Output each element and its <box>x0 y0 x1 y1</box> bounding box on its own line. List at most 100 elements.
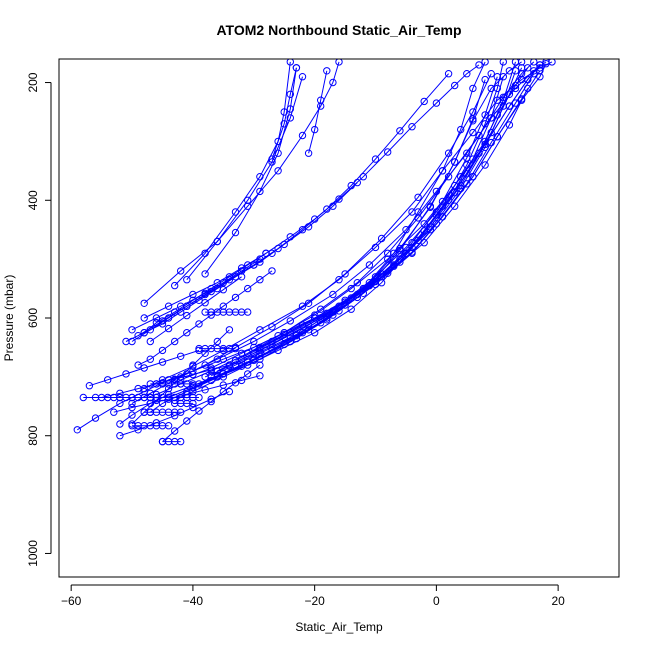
data-point <box>250 337 258 346</box>
data-point <box>207 397 215 406</box>
series-line <box>162 364 261 442</box>
data-point <box>231 356 240 365</box>
data-point <box>195 320 203 328</box>
series-line <box>229 70 516 366</box>
data-point <box>408 248 416 256</box>
data-point <box>189 380 197 388</box>
x-tick-label: 20 <box>551 594 565 608</box>
data-point <box>244 370 252 378</box>
data-point <box>195 393 203 402</box>
data-point <box>396 127 404 135</box>
data-point <box>183 329 191 337</box>
data-point <box>164 302 173 310</box>
chart-title: ATOM2 Northbound Static_Air_Temp <box>216 22 461 38</box>
data-point <box>530 59 538 66</box>
data-point <box>384 269 392 277</box>
data-point <box>414 236 422 245</box>
data-point <box>286 317 294 325</box>
data-point <box>140 299 148 307</box>
y-tick-label: 1000 <box>26 540 40 567</box>
data-point <box>365 261 374 269</box>
data-point <box>171 281 179 290</box>
series-line <box>131 73 492 404</box>
data-point <box>311 125 319 134</box>
data-point <box>329 290 337 299</box>
data-point <box>420 239 428 247</box>
data-point <box>231 293 240 302</box>
data-point <box>505 102 514 110</box>
data-point <box>171 337 179 346</box>
data-point <box>432 187 441 196</box>
data-point <box>225 276 234 284</box>
series-line <box>143 61 340 304</box>
data-point <box>268 337 276 346</box>
data-point <box>274 244 282 253</box>
data-point <box>524 84 532 93</box>
data-point <box>298 321 307 329</box>
x-tick-label: −20 <box>304 594 325 608</box>
data-point <box>274 167 282 175</box>
data-point <box>152 314 161 322</box>
data-point <box>426 203 434 212</box>
data-point <box>469 84 477 93</box>
data-point <box>347 294 355 302</box>
data-point <box>268 267 276 275</box>
data-point <box>104 376 112 384</box>
data-point <box>341 270 349 278</box>
data-point <box>402 226 410 234</box>
data-point <box>256 372 264 380</box>
data-point <box>244 308 252 316</box>
data-point <box>231 379 240 387</box>
data-point <box>298 73 307 81</box>
data-point <box>371 277 380 286</box>
data-point <box>481 59 489 66</box>
data-point <box>134 426 142 434</box>
data-point <box>347 284 355 293</box>
data-point <box>189 399 197 408</box>
data-point <box>274 149 282 157</box>
data-point <box>116 389 124 397</box>
data-point <box>311 314 319 322</box>
series-line <box>174 61 291 286</box>
data-point <box>511 67 520 75</box>
data-point <box>225 387 234 396</box>
data-point <box>493 73 501 81</box>
data-point <box>183 311 191 320</box>
series-line <box>162 61 547 384</box>
series-34 <box>304 67 331 157</box>
data-point <box>183 276 191 284</box>
data-point <box>237 264 246 272</box>
data-point <box>481 161 489 169</box>
data-point <box>517 95 526 103</box>
data-point <box>79 393 88 402</box>
data-point <box>116 420 124 428</box>
data-point <box>487 128 495 137</box>
data-point <box>469 115 477 123</box>
data-point <box>487 114 495 122</box>
series-29 <box>128 70 453 334</box>
y-tick-label: 200 <box>26 72 40 92</box>
data-point <box>511 81 520 90</box>
data-point <box>371 155 380 163</box>
data-point <box>231 273 240 281</box>
data-point <box>134 384 142 393</box>
data-point <box>128 411 136 419</box>
series-44 <box>146 380 197 388</box>
data-point <box>323 205 331 213</box>
x-tick-label: 0 <box>433 594 440 608</box>
data-point <box>487 84 495 93</box>
data-point <box>177 408 185 416</box>
data-point <box>256 258 264 266</box>
data-point <box>268 155 276 163</box>
data-point <box>451 158 459 166</box>
data-point <box>146 399 155 408</box>
data-point <box>481 75 489 84</box>
data-point <box>414 193 422 202</box>
data-point <box>335 195 343 203</box>
data-point <box>189 290 197 299</box>
data-point <box>432 99 441 107</box>
data-point <box>146 337 155 346</box>
